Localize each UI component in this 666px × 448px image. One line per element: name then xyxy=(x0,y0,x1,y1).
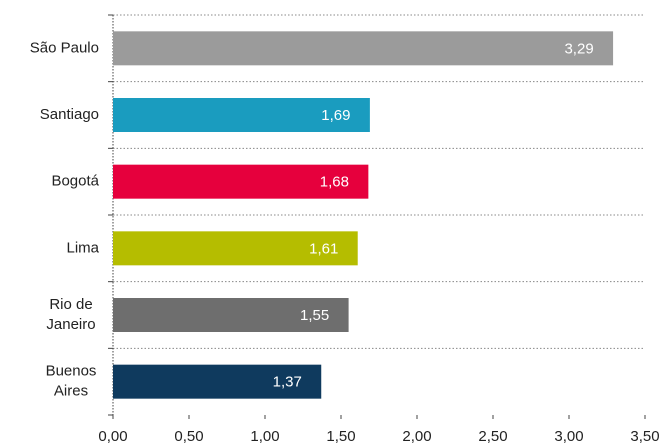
x-tick-label: 2,50 xyxy=(478,428,507,445)
x-tick-label: 1,50 xyxy=(326,428,355,445)
y-tick-label: Lima xyxy=(66,239,99,256)
x-tick-label: 3,50 xyxy=(630,428,659,445)
x-tick-label: 3,00 xyxy=(554,428,583,445)
value-label: 1,55 xyxy=(300,307,329,324)
bar xyxy=(113,231,358,266)
bar xyxy=(113,364,322,399)
bar xyxy=(113,31,614,66)
y-tick-label: Rio de Janeiro xyxy=(46,296,95,333)
bar xyxy=(113,298,349,332)
bar xyxy=(113,164,369,199)
y-tick-label: Buenos Aires xyxy=(46,363,97,400)
value-label: 1,68 xyxy=(320,174,349,191)
x-tick-label: 2,00 xyxy=(402,428,431,445)
value-label: 1,61 xyxy=(309,240,338,257)
value-label: 3,29 xyxy=(564,40,593,57)
y-tick-label: Santiago xyxy=(40,106,99,123)
value-label: 1,69 xyxy=(321,107,350,124)
bar xyxy=(113,98,370,132)
value-label: 1,37 xyxy=(273,374,302,391)
y-tick-label: Bogotá xyxy=(51,173,99,190)
y-tick-label: São Paulo xyxy=(30,39,99,56)
x-tick-label: 0,50 xyxy=(174,428,203,445)
x-tick-label: 0,00 xyxy=(98,428,127,445)
x-tick-label: 1,00 xyxy=(250,428,279,445)
